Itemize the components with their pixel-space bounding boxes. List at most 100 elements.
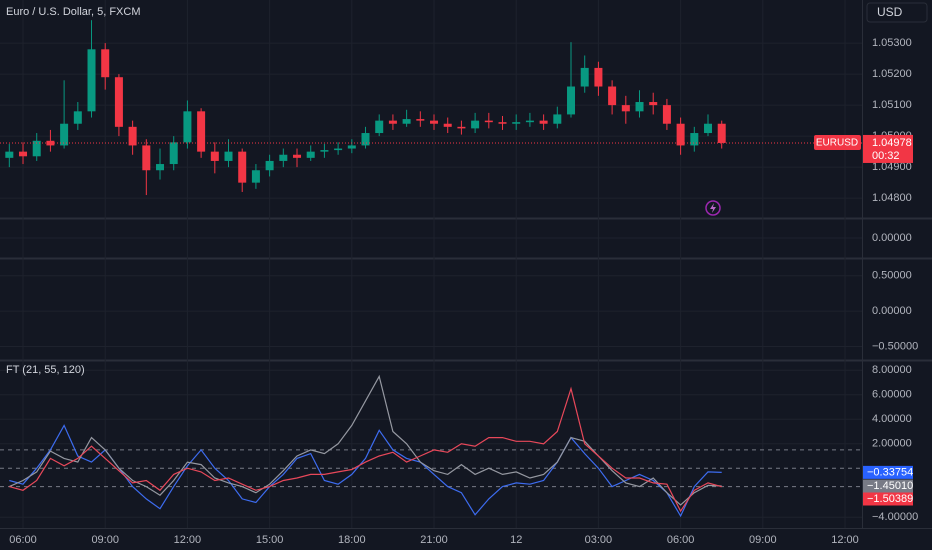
candle-body	[251, 170, 260, 183]
candle-body	[676, 123, 685, 146]
candle-body	[704, 123, 713, 134]
candle-body	[73, 111, 82, 124]
candle-body	[512, 122, 521, 124]
value-tag	[863, 492, 913, 506]
candle-body	[156, 164, 165, 171]
candle-body	[238, 151, 247, 183]
x-tick-label: 09:00	[749, 534, 777, 546]
y-tick-label: 1.05100	[872, 99, 912, 111]
value-tag	[863, 479, 913, 493]
candle-body	[457, 126, 466, 129]
candle-body	[19, 151, 28, 157]
y-tick-label: 1.04900	[872, 161, 912, 173]
y-tick-label: 0.00000	[872, 232, 912, 244]
candle-body	[416, 119, 425, 121]
candle-body	[402, 119, 411, 124]
candle-body	[662, 105, 671, 124]
candle-body	[128, 126, 137, 146]
last-price-label: 1.04978	[872, 137, 912, 149]
candle-body	[306, 151, 315, 158]
y-tick-label: 1.04800	[872, 192, 912, 204]
candle-body	[375, 120, 384, 134]
candle-body	[87, 49, 96, 112]
indicator-title: FT (21, 55, 120)	[6, 364, 85, 376]
symbol-name: EURUSD	[816, 138, 858, 149]
y-tick-label: 0.50000	[872, 270, 912, 282]
y-tick-label: 8.00000	[872, 364, 912, 376]
candle-body	[279, 154, 288, 161]
candle-body	[183, 111, 192, 143]
y-tick-label: 1.05200	[872, 68, 912, 80]
candle-body	[361, 133, 370, 146]
price-tag	[863, 134, 913, 163]
x-tick-label: 06:00	[9, 534, 37, 546]
value-label: −1.50389	[867, 493, 913, 505]
candle-body	[553, 114, 562, 124]
candle-body	[46, 140, 55, 146]
candle-body	[498, 122, 507, 124]
candle-body	[334, 148, 343, 151]
candle-body	[484, 120, 493, 123]
value-label: −1.45010	[867, 480, 913, 492]
y-tick-label: 4.00000	[872, 413, 912, 425]
candle-body	[293, 154, 302, 158]
symbol-title: Euro / U.S. Dollar, 5, FXCM	[6, 6, 140, 18]
candle-body	[690, 133, 699, 146]
alert-icon[interactable]	[705, 200, 721, 216]
x-tick-label: 12:00	[831, 534, 859, 546]
candle-body	[621, 105, 630, 112]
candle-body	[265, 160, 274, 171]
value-label: −0.33754	[867, 466, 913, 478]
candle-body	[443, 123, 452, 127]
candle-body	[210, 151, 219, 161]
indicator-line	[9, 386, 722, 513]
countdown: 00:32	[872, 150, 900, 162]
alert-bolt	[710, 203, 716, 213]
candle-body	[608, 86, 617, 106]
candle-body	[142, 145, 151, 171]
candle-body	[430, 120, 439, 124]
x-tick-label: 03:00	[585, 534, 613, 546]
value-tag	[863, 465, 913, 479]
currency-button[interactable]	[866, 2, 928, 23]
x-tick-label: 21:00	[420, 534, 448, 546]
candle-body	[224, 151, 233, 161]
alert-circle	[705, 200, 721, 216]
y-tick-label: 6.00000	[872, 389, 912, 401]
candle-body	[388, 120, 397, 124]
candle-body	[32, 140, 41, 157]
x-tick-label: 06:00	[667, 534, 695, 546]
y-tick-label: −4.00000	[872, 511, 918, 523]
candle-body	[5, 151, 14, 158]
indicator-line	[9, 424, 722, 518]
currency: USD	[877, 5, 903, 19]
candle-body	[580, 67, 589, 87]
x-tick-label: 12:00	[174, 534, 202, 546]
x-tick-label: 12	[510, 534, 522, 546]
candle-body	[101, 49, 110, 78]
candle-body	[717, 123, 726, 143]
candle-body	[347, 145, 356, 149]
x-tick-label: 15:00	[256, 534, 284, 546]
candle-body	[114, 77, 123, 127]
candle-body	[169, 142, 178, 165]
candle-body	[320, 150, 329, 152]
x-tick-label: 09:00	[91, 534, 119, 546]
indicator-line	[9, 374, 722, 506]
x-tick-label: 18:00	[338, 534, 366, 546]
y-tick-label: 1.05300	[872, 37, 912, 49]
y-tick-label: 2.00000	[872, 438, 912, 450]
candle-body	[525, 120, 534, 123]
candle-body	[539, 120, 548, 124]
candle-body	[197, 111, 206, 152]
y-tick-label: −0.50000	[872, 340, 918, 352]
candle-body	[594, 67, 603, 87]
y-tick-label: 0.00000	[872, 305, 912, 317]
candle-body	[635, 102, 644, 112]
candle-body	[60, 123, 69, 146]
candle-body	[567, 86, 576, 115]
candle-body	[649, 102, 658, 106]
symbol-tag	[814, 134, 861, 150]
